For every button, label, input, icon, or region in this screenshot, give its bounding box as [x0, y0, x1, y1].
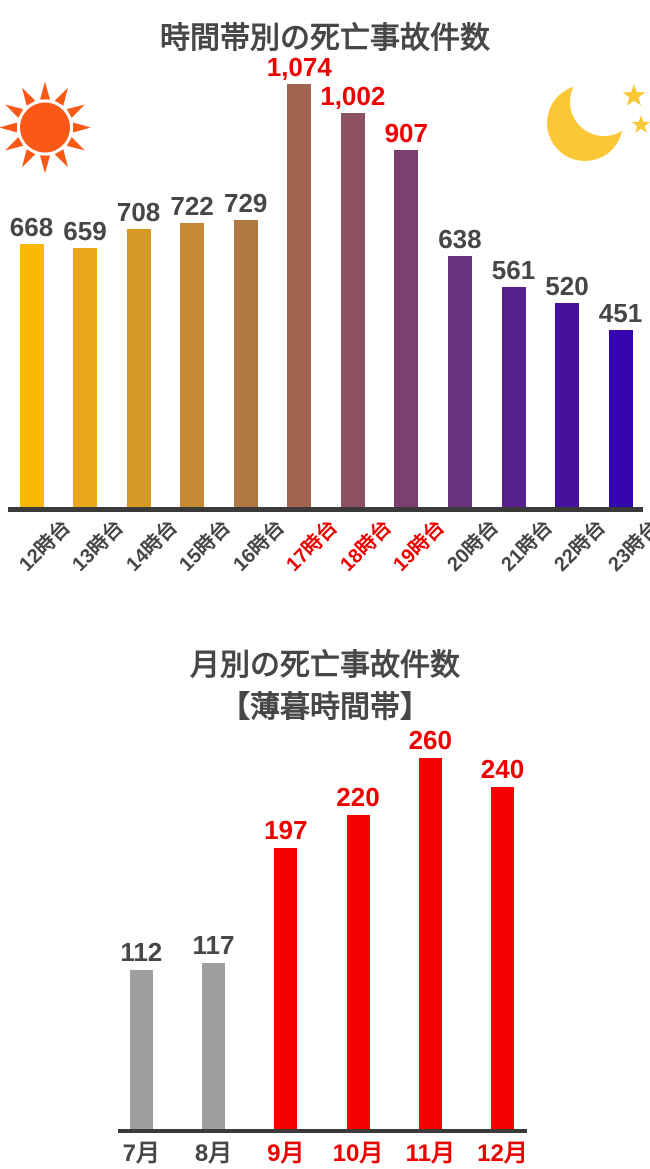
hour-tick-label: 20時台	[443, 516, 503, 576]
sun-ray	[54, 149, 68, 168]
hour-bar	[501, 287, 526, 508]
hour-tick-label: 16時台	[228, 516, 289, 576]
hour-tick-label: 12時台	[14, 516, 75, 576]
hour-tick-label: 17時台	[282, 516, 343, 576]
month-bar	[418, 758, 442, 1131]
month-tick-label: 8月	[194, 1140, 233, 1167]
month-tick-label: 11月	[405, 1140, 455, 1167]
hour-value-label: 520	[545, 271, 589, 301]
hour-bar	[287, 84, 312, 508]
sun-core	[20, 102, 70, 153]
hour-tick-label: 15時台	[175, 516, 235, 576]
sun-ray	[0, 122, 17, 133]
hour-tick-label: 21時台	[496, 516, 557, 576]
sun-ray	[73, 122, 91, 133]
sun-icon	[0, 81, 91, 174]
month-tick-label: 12月	[477, 1140, 528, 1167]
month-bar	[129, 970, 153, 1131]
monthly-chart-title-line2: 【薄暮時間帯】	[220, 690, 430, 724]
hour-value-label: 1,002	[320, 81, 386, 111]
month-tick-label: 10月	[332, 1140, 384, 1167]
hour-value-label: 729	[223, 188, 268, 218]
monthly-chart-title-line1: 月別の死亡事故件数	[190, 648, 460, 682]
hour-value-label: 451	[598, 298, 643, 328]
hour-value-label: 1,074	[266, 52, 332, 82]
star-icon-small	[631, 115, 650, 133]
hour-value-label: 907	[384, 118, 428, 148]
month-value-label: 260	[408, 725, 452, 755]
hour-bar	[126, 229, 151, 508]
hour-tick-label: 14時台	[121, 516, 182, 576]
sun-ray	[22, 87, 36, 106]
sun-ray	[5, 137, 24, 151]
hour-bar	[608, 330, 633, 508]
sun-ray	[54, 87, 68, 106]
hour-tick-label: 23時台	[603, 516, 650, 576]
hour-bar	[447, 256, 472, 508]
sun-ray	[22, 149, 36, 168]
sun-ray	[40, 155, 50, 174]
hour-bar	[394, 150, 419, 508]
hour-bar	[340, 113, 365, 508]
month-tick-label: 9月	[267, 1140, 305, 1167]
hour-value-label: 659	[63, 216, 107, 246]
hour-tick-label: 18時台	[336, 516, 396, 576]
hour-value-label: 668	[9, 212, 54, 242]
hour-tick-label: 22時台	[550, 516, 610, 576]
hour-bar	[180, 223, 205, 508]
month-value-label: 112	[120, 937, 163, 967]
moon-icon	[547, 75, 650, 161]
sun-ray	[5, 104, 24, 118]
hour-bar	[73, 248, 97, 508]
hour-tick-label: 19時台	[389, 516, 450, 576]
star-icon-large	[622, 84, 646, 106]
sun-rays	[0, 81, 91, 174]
sun-ray	[66, 137, 85, 151]
hour-value-label: 708	[116, 197, 161, 227]
sun-ray	[40, 81, 50, 100]
hour-bar	[555, 303, 579, 508]
hour-value-label: 638	[438, 224, 482, 254]
hour-value-label: 722	[170, 191, 214, 221]
month-value-label: 197	[264, 815, 308, 845]
hour-value-label: 561	[491, 255, 536, 285]
month-tick-label: 7月	[122, 1140, 160, 1167]
month-value-label: 240	[480, 754, 525, 784]
hour-tick-label: 13時台	[68, 516, 128, 576]
hour-bar	[233, 220, 258, 508]
month-bar	[202, 963, 225, 1131]
hour-bar	[19, 244, 44, 508]
month-bar	[346, 815, 370, 1131]
month-value-label: 220	[336, 782, 380, 812]
month-value-label: 117	[192, 930, 235, 960]
monthly-chart-axis-line	[118, 1129, 527, 1133]
sun-ray	[66, 104, 85, 118]
month-bar	[491, 787, 514, 1131]
moon-cutout	[570, 75, 638, 136]
month-bar	[274, 848, 298, 1131]
hourly-chart-title: 時間帯別の死亡事故件数	[160, 22, 490, 56]
hourly-chart-axis-line	[8, 507, 643, 512]
